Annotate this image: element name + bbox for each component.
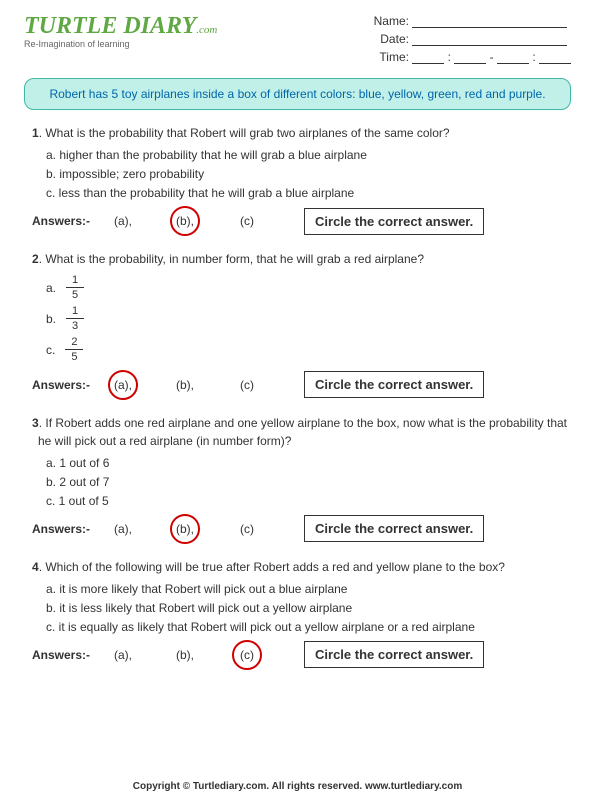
logo: TURTLE DIARY.com Re-Imagination of learn… — [24, 14, 217, 49]
question-text: 2. What is the probability, in number fo… — [30, 250, 571, 268]
options: a.15b.13c.25 — [46, 274, 571, 364]
option: c. 1 out of 5 — [46, 494, 571, 508]
answer-choice-a[interactable]: (a), — [108, 514, 138, 544]
answers-row: Answers:- (a), (b), (c) Circle the correct a… — [32, 370, 571, 400]
fraction-denominator: 3 — [66, 320, 84, 332]
instruction-box: Circle the correct answer. — [304, 371, 484, 398]
footer: Copyright © Turtlediary.com. All rights … — [0, 781, 595, 792]
answer-choice-c[interactable]: (c) — [232, 514, 262, 544]
option: a. 1 out of 6 — [46, 456, 571, 470]
fraction-numerator: 2 — [65, 336, 83, 348]
option: b. impossible; zero probability — [46, 167, 571, 181]
name-blank[interactable] — [412, 27, 567, 28]
option: a. higher than the probability that he w… — [46, 148, 571, 162]
fraction-denominator: 5 — [65, 351, 83, 363]
question-number: 1 — [32, 126, 39, 140]
answer-choice-b[interactable]: (b), — [170, 370, 200, 400]
name-label: Name: — [365, 14, 409, 28]
answers-label: Answers:- — [32, 648, 90, 662]
answer-choice-b[interactable]: (b), — [170, 206, 200, 236]
answers-row: Answers:- (a), (b), (c) Circle the correct a… — [32, 514, 571, 544]
time-blank-2[interactable] — [454, 63, 486, 64]
fraction-numerator: 1 — [66, 274, 84, 286]
fraction-denominator: 5 — [66, 289, 84, 301]
option: a. it is more likely that Robert will pi… — [46, 582, 571, 596]
question-number: 2 — [32, 252, 39, 266]
question-block: 4. Which of the following will be true a… — [24, 558, 571, 670]
fraction: 25 — [65, 336, 83, 363]
answers-label: Answers:- — [32, 522, 90, 536]
question-number: 3 — [32, 416, 39, 430]
option: c. it is equally as likely that Robert w… — [46, 620, 571, 634]
instruction-box: Circle the correct answer. — [304, 515, 484, 542]
answers-label: Answers:- — [32, 378, 90, 392]
option: b. it is less likely that Robert will pi… — [46, 601, 571, 615]
logo-sub: .com — [196, 24, 217, 36]
date-label: Date: — [365, 32, 409, 46]
question-text: 1. What is the probability that Robert w… — [30, 124, 571, 142]
answer-choice-a[interactable]: (a), — [108, 640, 138, 670]
answer-choice-a[interactable]: (a), — [108, 206, 138, 236]
time-blank-1[interactable] — [412, 63, 444, 64]
question-block: 2. What is the probability, in number fo… — [24, 250, 571, 400]
options: a. higher than the probability that he w… — [46, 148, 571, 200]
answer-choice-c[interactable]: (c) — [232, 206, 262, 236]
question-block: 3. If Robert adds one red airplane and o… — [24, 414, 571, 544]
time-blank-4[interactable] — [539, 63, 571, 64]
logo-main: TURTLE DIARY — [24, 13, 196, 39]
question-number: 4 — [32, 560, 39, 574]
fraction: 15 — [66, 274, 84, 301]
scenario-box: Robert has 5 toy airplanes inside a box … — [24, 78, 571, 110]
header: TURTLE DIARY.com Re-Imagination of learn… — [24, 14, 571, 68]
option-fraction: b.13 — [46, 305, 571, 332]
option-fraction: c.25 — [46, 336, 571, 363]
meta-fields: Name: Date: Time: : - : — [365, 14, 571, 68]
answer-choice-b[interactable]: (b), — [170, 514, 200, 544]
answer-choice-c[interactable]: (c) — [232, 640, 262, 670]
question-block: 1. What is the probability that Robert w… — [24, 124, 571, 236]
answer-choice-b[interactable]: (b), — [170, 640, 200, 670]
option-fraction: a.15 — [46, 274, 571, 301]
answer-choice-a[interactable]: (a), — [108, 370, 138, 400]
question-text: 3. If Robert adds one red airplane and o… — [30, 414, 571, 450]
question-text: 4. Which of the following will be true a… — [30, 558, 571, 576]
date-blank[interactable] — [412, 45, 567, 46]
answers-row: Answers:- (a), (b), (c) Circle the correct a… — [32, 640, 571, 670]
questions-container: 1. What is the probability that Robert w… — [24, 124, 571, 670]
time-label: Time: — [365, 50, 409, 64]
option: b. 2 out of 7 — [46, 475, 571, 489]
answers-label: Answers:- — [32, 214, 90, 228]
option-letter: c. — [46, 343, 55, 357]
logo-tagline: Re-Imagination of learning — [24, 40, 217, 49]
options: a. 1 out of 6 b. 2 out of 7 c. 1 out of 5 — [46, 456, 571, 508]
option-letter: a. — [46, 281, 56, 295]
option: c. less than the probability that he wil… — [46, 186, 571, 200]
instruction-box: Circle the correct answer. — [304, 208, 484, 235]
instruction-box: Circle the correct answer. — [304, 641, 484, 668]
time-blank-3[interactable] — [497, 63, 529, 64]
fraction: 13 — [66, 305, 84, 332]
options: a. it is more likely that Robert will pi… — [46, 582, 571, 634]
answers-row: Answers:- (a), (b), (c) Circle the correct a… — [32, 206, 571, 236]
option-letter: b. — [46, 312, 56, 326]
fraction-numerator: 1 — [66, 305, 84, 317]
answer-choice-c[interactable]: (c) — [232, 370, 262, 400]
